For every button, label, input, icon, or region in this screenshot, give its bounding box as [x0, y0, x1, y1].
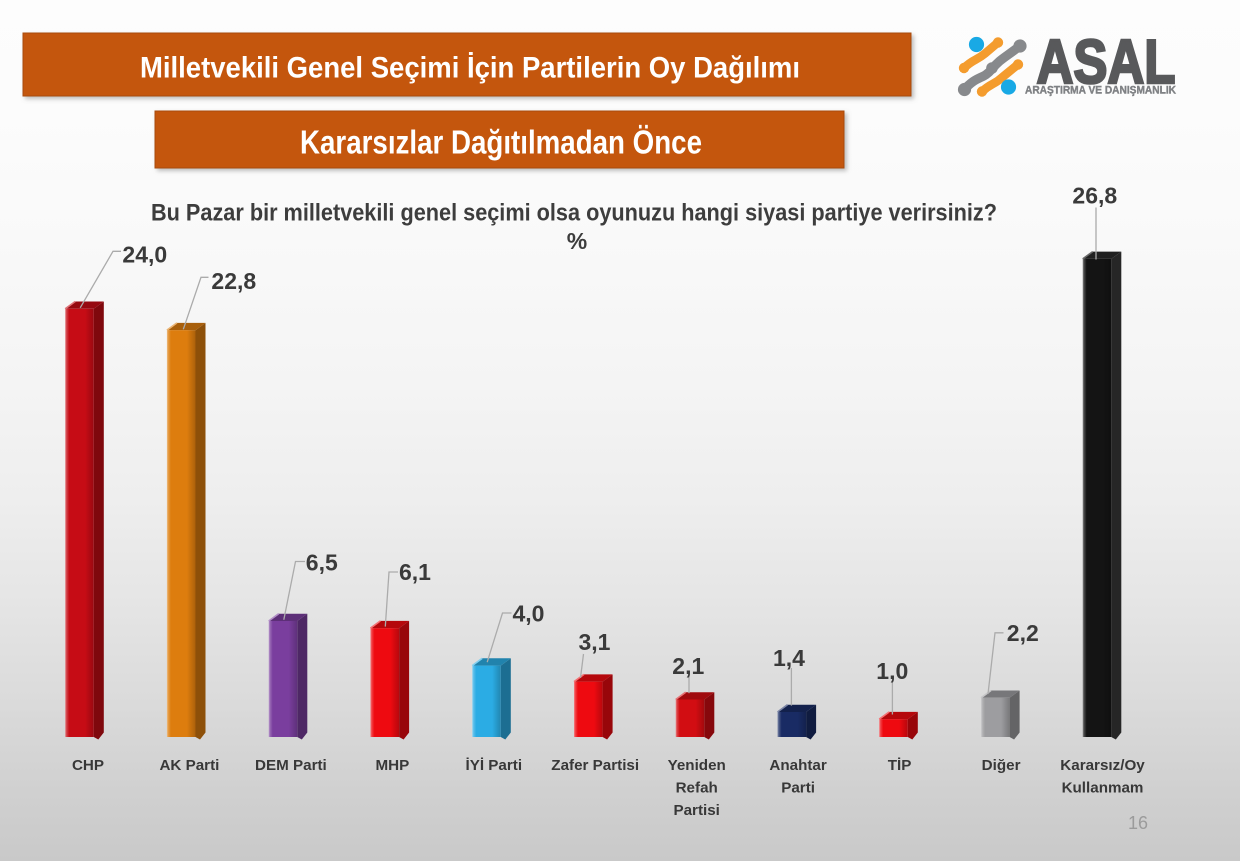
svg-text:24,0: 24,0	[122, 241, 167, 267]
svg-text:4,0: 4,0	[513, 600, 545, 626]
svg-text:6,5: 6,5	[306, 550, 338, 576]
svg-text:Kararsızlar Dağıtılmadan Önce: Kararsızlar Dağıtılmadan Önce	[300, 125, 702, 162]
svg-text:3,1: 3,1	[579, 629, 611, 655]
svg-text:ASAL: ASAL	[1037, 28, 1176, 97]
svg-text:İYİ Parti: İYİ Parti	[466, 757, 523, 774]
svg-text:CHP: CHP	[72, 757, 104, 774]
svg-text:1,0: 1,0	[876, 658, 908, 684]
svg-text:6,1: 6,1	[399, 559, 431, 585]
svg-text:Milletvekili Genel Seçimi İçin: Milletvekili Genel Seçimi İçin Partileri…	[140, 52, 800, 85]
svg-text:%: %	[567, 228, 587, 254]
svg-text:2,2: 2,2	[1007, 620, 1039, 646]
svg-text:Diğer: Diğer	[982, 757, 1021, 774]
svg-text:ARAŞTIRMA VE DANIŞMANLIK: ARAŞTIRMA VE DANIŞMANLIK	[1025, 85, 1176, 97]
svg-text:DEM Parti: DEM Parti	[255, 757, 327, 774]
svg-text:AK Parti: AK Parti	[159, 757, 219, 774]
svg-text:1,4: 1,4	[773, 645, 805, 671]
svg-text:22,8: 22,8	[211, 268, 256, 294]
svg-text:MHP: MHP	[376, 757, 410, 774]
svg-text:16: 16	[1128, 813, 1148, 833]
svg-text:TİP: TİP	[888, 757, 912, 774]
svg-text:2,1: 2,1	[672, 653, 704, 679]
svg-text:Bu Pazar bir milletvekili gene: Bu Pazar bir milletvekili genel seçimi o…	[151, 200, 997, 227]
svg-text:Zafer Partisi: Zafer Partisi	[551, 757, 639, 774]
svg-text:26,8: 26,8	[1072, 182, 1117, 208]
